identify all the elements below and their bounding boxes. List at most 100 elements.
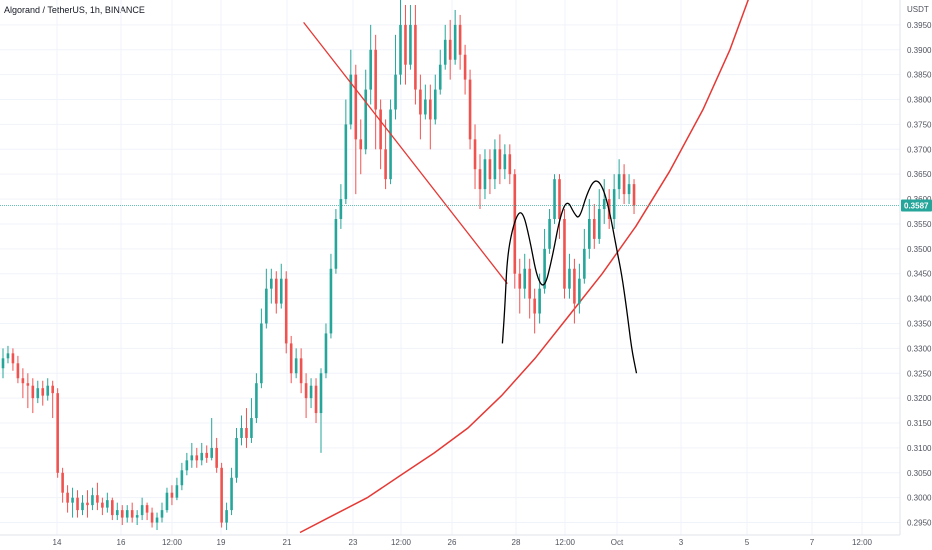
candle-body [270, 278, 273, 289]
candle-body [265, 288, 268, 324]
y-tick-label: 0.3100 [907, 444, 932, 453]
x-tick-label: 3 [679, 538, 684, 547]
x-tick-label: 23 [349, 538, 358, 547]
x-tick-label: 12:00 [555, 538, 576, 547]
x-tick-label: Oct [611, 538, 624, 547]
candle-body [498, 149, 502, 170]
candle-body [443, 39, 447, 65]
y-tick-label: 0.3150 [907, 419, 932, 428]
candle-body [592, 218, 596, 239]
chart-title: Algorand / TetherUS, 1h, BINANCE [4, 5, 145, 15]
candle-body [568, 268, 571, 289]
candle-body [111, 500, 114, 516]
candle-body [364, 89, 368, 150]
candle-body [294, 358, 298, 374]
x-tick-label: 21 [283, 538, 292, 547]
x-tick-label: 5 [745, 538, 750, 547]
candle-body [91, 495, 94, 506]
candle-body [6, 353, 10, 359]
candle-body [588, 218, 591, 249]
candle-body [86, 502, 89, 506]
candle-body [145, 505, 149, 513]
candle-body [314, 385, 318, 414]
candle-body [538, 288, 541, 314]
candle-body [235, 437, 238, 478]
candle-body [602, 199, 606, 210]
current-price-label: 0.3587 [904, 202, 929, 211]
candle-body [125, 510, 129, 518]
candle-body [612, 189, 616, 219]
candle-body [453, 24, 457, 60]
candle-body [468, 79, 472, 140]
candle-body [553, 179, 556, 219]
candle-body [76, 497, 79, 511]
candle-body [533, 298, 536, 314]
candle-body [284, 278, 288, 344]
candle-body [21, 378, 25, 384]
candle-body [518, 273, 522, 289]
candle-body [384, 149, 387, 180]
candle-body [409, 24, 412, 65]
y-tick-label: 0.3950 [907, 21, 932, 30]
x-tick-label: 12:00 [852, 538, 873, 547]
x-tick-label: 7 [810, 538, 815, 547]
candle-body [344, 124, 348, 200]
candle-body [359, 139, 363, 150]
candle-body [404, 24, 407, 65]
candle-body [419, 89, 422, 115]
candle-body [255, 383, 258, 419]
candle-body [414, 24, 417, 90]
y-tick-label: 0.2950 [907, 519, 932, 528]
candle-body [488, 159, 492, 180]
candle-body [483, 159, 487, 190]
candle-body [61, 472, 64, 493]
candle-body [185, 460, 189, 471]
candle-body [230, 477, 233, 511]
candle-body [279, 278, 283, 304]
y-tick-label: 0.3000 [907, 494, 932, 503]
candle-body [135, 515, 139, 518]
y-tick-label: 0.3200 [907, 394, 932, 403]
candle-body [140, 505, 144, 516]
candle-body [369, 49, 372, 90]
drawings [0, 21, 900, 374]
candle-body [299, 358, 303, 384]
candle-body [170, 492, 174, 498]
gridlines [0, 0, 900, 535]
current-price-badge [901, 199, 932, 212]
candle-body [463, 54, 467, 80]
y-tick-label: 0.3400 [907, 295, 932, 304]
candle-body [379, 109, 382, 150]
candle-body [458, 24, 462, 55]
candle-body [394, 74, 397, 110]
candle-body [56, 393, 59, 473]
x-tick-label: 12:00 [391, 538, 412, 547]
projection-path [501, 180, 638, 374]
candle-body [543, 248, 546, 289]
candle-body [106, 500, 109, 508]
x-tick-label: 14 [53, 538, 62, 547]
candle-body [617, 174, 621, 190]
candle-body [433, 89, 437, 120]
x-tick-label: 12:00 [162, 538, 183, 547]
candle-body [528, 268, 531, 299]
y-tick-label: 0.3300 [907, 344, 932, 353]
candle-body [622, 174, 626, 195]
candle-body [304, 383, 308, 399]
candle-body [478, 169, 482, 190]
candle-body [319, 373, 323, 414]
candle-body [160, 510, 164, 518]
x-tick-label: 26 [448, 538, 457, 547]
candle-body [548, 218, 551, 249]
trend-line [303, 21, 508, 285]
candle-body [81, 502, 84, 511]
y-tick-label: 0.3450 [907, 270, 932, 279]
candle-body [46, 385, 50, 396]
candle-body [130, 510, 134, 518]
candle-body [36, 388, 40, 399]
candle-body [26, 383, 30, 386]
candle-body [374, 49, 377, 110]
candle-body [573, 268, 576, 304]
candle-body [150, 512, 154, 523]
